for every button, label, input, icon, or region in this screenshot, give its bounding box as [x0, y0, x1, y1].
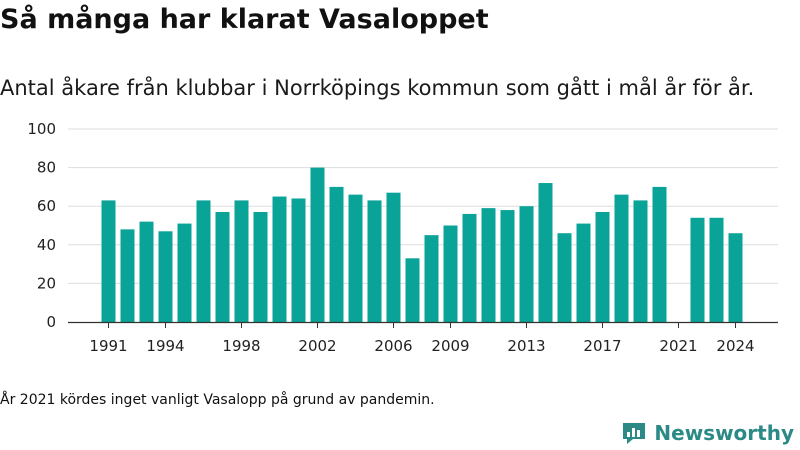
bar	[728, 233, 743, 322]
bar	[481, 208, 496, 322]
bar	[462, 213, 477, 322]
bar	[652, 186, 667, 322]
bar	[158, 231, 173, 322]
x-tick-label: 2024	[716, 337, 754, 355]
brand-name: Newsworthy	[654, 421, 794, 445]
y-tick-label: 20	[37, 274, 56, 292]
bar	[386, 192, 401, 322]
chart-title: Så många har klarat Vasaloppet	[0, 4, 489, 35]
x-tick-label: 2013	[507, 337, 545, 355]
bar	[633, 200, 648, 322]
y-tick-label: 40	[37, 236, 56, 254]
x-tick-label: 2009	[431, 337, 469, 355]
bar	[253, 211, 268, 322]
bar	[139, 221, 154, 322]
bar	[272, 196, 287, 322]
y-tick-label: 60	[37, 197, 56, 215]
bar	[709, 217, 724, 322]
bars	[101, 167, 743, 322]
x-tick-label: 1994	[146, 337, 184, 355]
brand: Newsworthy	[621, 420, 794, 446]
bar	[329, 186, 344, 322]
bar	[424, 235, 439, 322]
bar	[177, 223, 192, 322]
x-tick-label: 2017	[583, 337, 621, 355]
footnote: År 2021 kördes inget vanligt Vasalopp på…	[0, 392, 435, 408]
bar	[310, 167, 325, 322]
newsworthy-logo-icon	[623, 423, 646, 444]
bar	[576, 223, 591, 322]
bar	[367, 200, 382, 322]
y-tick-label: 100	[27, 120, 56, 138]
x-tick-label: 2006	[374, 337, 412, 355]
bar	[500, 210, 515, 322]
bar	[348, 194, 363, 322]
bar	[595, 211, 610, 322]
x-tick-label: 1998	[222, 337, 260, 355]
y-tick-label: 0	[46, 313, 56, 331]
x-tick-label: 1991	[89, 337, 127, 355]
bar	[405, 258, 420, 322]
bar	[519, 206, 534, 322]
x-tick-label: 2021	[659, 337, 697, 355]
bar	[557, 233, 572, 322]
x-tick-label: 2002	[298, 337, 336, 355]
gridlines	[68, 128, 778, 284]
bar-chart: 0 20 40 60 80 100 1991 1994 1998 2002 2006 2009 2013…	[27, 120, 778, 355]
bar	[120, 229, 135, 322]
bar	[215, 211, 230, 322]
bar	[291, 198, 306, 322]
bar	[234, 200, 249, 322]
bar	[196, 200, 211, 322]
axes: 0 20 40 60 80 100 1991 1994 1998 2002 2006 2009 2013…	[27, 120, 778, 355]
chart-subtitle: Antal åkare från klubbar i Norrköpings k…	[0, 76, 755, 100]
bar	[690, 217, 705, 322]
bar	[101, 200, 116, 322]
bar	[443, 225, 458, 322]
bar	[538, 183, 553, 322]
bar	[614, 194, 629, 322]
y-tick-label: 80	[37, 159, 56, 177]
